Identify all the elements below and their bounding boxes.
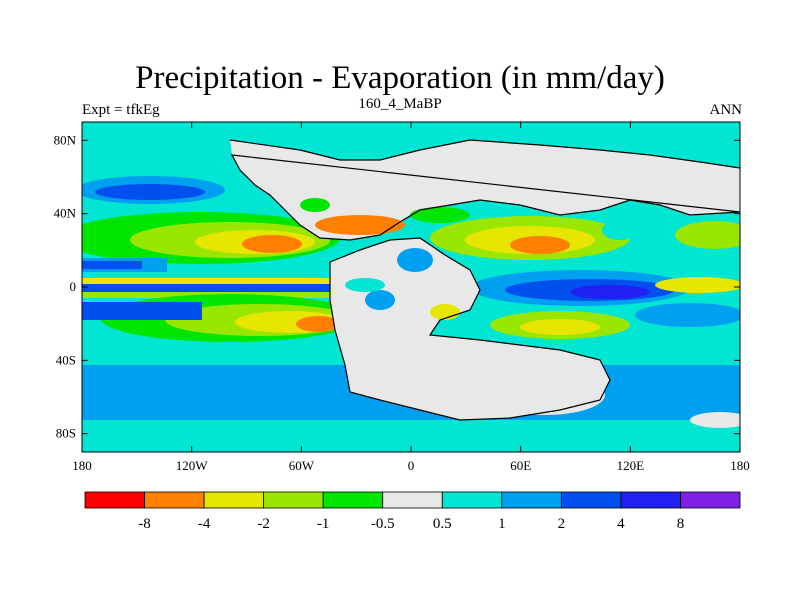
colorbar-label: 0.5: [433, 516, 452, 532]
tethys-dry-strip: [315, 215, 405, 235]
laurasia-land: [230, 140, 740, 240]
antarctic-land: [485, 375, 605, 415]
y-tick-label: 80S: [56, 426, 76, 441]
colorbar-label: -1: [317, 516, 330, 532]
colorbar-label: -4: [198, 516, 211, 532]
x-tick-label: 120E: [617, 458, 645, 473]
colorbar-swatch: [203, 491, 265, 509]
s-subtropics-orange: [296, 316, 340, 332]
axis-ticks: 80N 40N 0 40S 80S 180 120W 60W 0 60E 120E 180: [54, 122, 750, 473]
colorbar-label: 1: [498, 516, 506, 532]
tethys-orange: [510, 236, 570, 254]
y-tick-label: 80N: [54, 132, 77, 147]
colorbar-swatch: [560, 491, 622, 509]
colorbar-label: 8: [677, 516, 685, 532]
laurasia-coastline: [229, 139, 740, 241]
s-pacific-convergence: [82, 302, 202, 320]
eq-pacific-core: [82, 261, 142, 269]
itcz-strip: [82, 284, 332, 292]
north-pacific-core: [95, 184, 205, 200]
x-tick-label: 120W: [176, 458, 209, 473]
colorbar-swatch: [144, 491, 205, 509]
x-tick-label: 180: [72, 458, 92, 473]
x-tick-label: 180: [730, 458, 750, 473]
colorbar-label: -8: [138, 516, 151, 532]
land-yellow-patch: [430, 304, 460, 320]
colorbar-swatch: [680, 491, 741, 509]
colorbar-label: -0.5: [371, 516, 395, 532]
antarctic-land-east: [690, 412, 740, 428]
eq-indian-max: [570, 285, 650, 299]
colorbar-label: -2: [257, 516, 270, 532]
period-label: 160_4_MaBP: [358, 96, 442, 112]
land-cyan-patch: [602, 220, 638, 240]
y-tick-label: 40S: [56, 352, 76, 367]
colorbar-label: 2: [558, 516, 566, 532]
s-indian-yellow: [520, 319, 600, 335]
colorbar-swatch: [441, 491, 503, 509]
sw-pacific-blue: [635, 303, 740, 327]
y-tick-label: 0: [70, 279, 77, 294]
colorbar-swatch: [382, 491, 443, 509]
x-tick-label: 60E: [510, 458, 531, 473]
y-tick-label: 40N: [54, 206, 77, 221]
colorbar: -8 -4 -2 -1 -0.5 0.5 1 2 4 8: [84, 491, 741, 532]
w-pacific-yellow: [655, 277, 740, 293]
gondwana-land: [330, 238, 610, 420]
ne-pacific-lime: [675, 221, 740, 249]
land-green-strip: [410, 207, 470, 223]
colorbar-swatch: [84, 491, 145, 509]
colorbar-label: 4: [617, 516, 625, 532]
colorbar-swatch: [620, 491, 681, 509]
land-wet-patch-c: [345, 278, 385, 292]
map-field: [82, 122, 740, 452]
colorbar-swatch: [501, 491, 562, 509]
colorbar-swatch: [263, 491, 324, 509]
land-green-patch: [300, 198, 330, 212]
land-wet-patch-b: [365, 290, 395, 310]
x-tick-label: 0: [408, 458, 415, 473]
x-tick-label: 60W: [289, 458, 315, 473]
experiment-label: Expt = tfkEg: [82, 102, 160, 118]
land-wet-patch-a: [397, 248, 433, 272]
season-label: ANN: [709, 102, 743, 118]
n-subtropics-orange: [242, 235, 302, 253]
colorbar-swatch: [322, 491, 384, 509]
eq-yellow-strip: [82, 278, 332, 284]
map-title: Precipitation - Evaporation (in mm/day): [135, 60, 665, 96]
gondwana-coastline: [329, 237, 611, 421]
